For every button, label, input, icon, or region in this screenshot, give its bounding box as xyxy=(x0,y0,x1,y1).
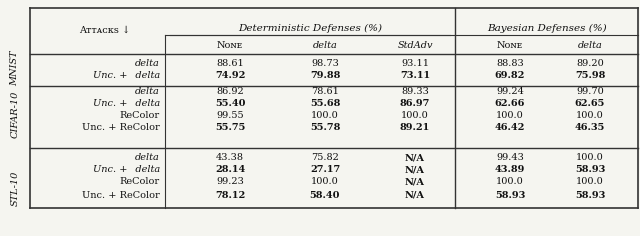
Text: Deterministic Defenses (%): Deterministic Defenses (%) xyxy=(238,23,382,33)
Text: Unc. + ReColor: Unc. + ReColor xyxy=(83,123,160,132)
Text: Unc. +  delta: Unc. + delta xyxy=(93,165,160,174)
Text: 88.61: 88.61 xyxy=(216,59,244,67)
Text: 89.20: 89.20 xyxy=(576,59,604,67)
Text: 28.14: 28.14 xyxy=(215,165,245,174)
Text: delta: delta xyxy=(577,42,602,51)
Text: 46.35: 46.35 xyxy=(575,123,605,132)
Text: 86.92: 86.92 xyxy=(216,88,244,97)
Text: N/A: N/A xyxy=(405,165,425,174)
Text: 100.0: 100.0 xyxy=(576,111,604,121)
Text: 58.93: 58.93 xyxy=(575,190,605,199)
Text: MNIST: MNIST xyxy=(10,50,19,86)
Text: 58.93: 58.93 xyxy=(495,190,525,199)
Text: 100.0: 100.0 xyxy=(576,177,604,186)
Text: 100.0: 100.0 xyxy=(311,177,339,186)
Text: Unc. + ReColor: Unc. + ReColor xyxy=(83,190,160,199)
Text: 100.0: 100.0 xyxy=(496,177,524,186)
Text: 43.38: 43.38 xyxy=(216,153,244,163)
Text: Aᴛᴛᴀᴄᴋs ↓: Aᴛᴛᴀᴄᴋs ↓ xyxy=(79,25,131,34)
Text: Unc. +  delta: Unc. + delta xyxy=(93,100,160,109)
Text: STL-10: STL-10 xyxy=(10,170,19,206)
Text: 55.78: 55.78 xyxy=(310,123,340,132)
Text: 58.40: 58.40 xyxy=(310,190,340,199)
Text: N/A: N/A xyxy=(405,190,425,199)
Text: delta: delta xyxy=(312,42,337,51)
Text: 88.83: 88.83 xyxy=(496,59,524,67)
Text: 55.68: 55.68 xyxy=(310,100,340,109)
Text: Bayesian Defenses (%): Bayesian Defenses (%) xyxy=(486,23,606,33)
Text: 99.70: 99.70 xyxy=(576,88,604,97)
Text: 99.23: 99.23 xyxy=(216,177,244,186)
Text: 69.82: 69.82 xyxy=(495,72,525,80)
Text: 100.0: 100.0 xyxy=(576,153,604,163)
Text: 75.98: 75.98 xyxy=(575,72,605,80)
Text: 86.97: 86.97 xyxy=(400,100,430,109)
Text: 55.75: 55.75 xyxy=(215,123,245,132)
Text: delta: delta xyxy=(135,153,160,163)
Text: delta: delta xyxy=(135,59,160,67)
Text: N/A: N/A xyxy=(405,153,425,163)
Text: 62.66: 62.66 xyxy=(495,100,525,109)
Text: 46.42: 46.42 xyxy=(495,123,525,132)
Text: 99.55: 99.55 xyxy=(216,111,244,121)
Text: Unc. +  delta: Unc. + delta xyxy=(93,72,160,80)
Text: 27.17: 27.17 xyxy=(310,165,340,174)
Text: 99.24: 99.24 xyxy=(496,88,524,97)
Text: 58.93: 58.93 xyxy=(575,165,605,174)
Text: 89.21: 89.21 xyxy=(400,123,430,132)
Text: 100.0: 100.0 xyxy=(496,111,524,121)
Text: 55.40: 55.40 xyxy=(215,100,245,109)
Text: ReColor: ReColor xyxy=(120,177,160,186)
Text: delta: delta xyxy=(135,88,160,97)
Text: 79.88: 79.88 xyxy=(310,72,340,80)
Text: 74.92: 74.92 xyxy=(215,72,245,80)
Text: 73.11: 73.11 xyxy=(400,72,430,80)
Text: 93.11: 93.11 xyxy=(401,59,429,67)
Text: 99.43: 99.43 xyxy=(496,153,524,163)
Text: 75.82: 75.82 xyxy=(311,153,339,163)
Text: 98.73: 98.73 xyxy=(311,59,339,67)
Text: 62.65: 62.65 xyxy=(575,100,605,109)
Text: 78.12: 78.12 xyxy=(215,190,245,199)
Text: Nᴏɴᴇ: Nᴏɴᴇ xyxy=(497,42,523,51)
Text: 78.61: 78.61 xyxy=(311,88,339,97)
Text: StdAdv: StdAdv xyxy=(397,42,433,51)
Text: 43.89: 43.89 xyxy=(495,165,525,174)
Text: 100.0: 100.0 xyxy=(311,111,339,121)
Text: Nᴏɴᴇ: Nᴏɴᴇ xyxy=(217,42,243,51)
Text: N/A: N/A xyxy=(405,177,425,186)
Text: CIFAR-10: CIFAR-10 xyxy=(10,90,19,138)
Text: 100.0: 100.0 xyxy=(401,111,429,121)
Text: ReColor: ReColor xyxy=(120,111,160,121)
Text: 89.33: 89.33 xyxy=(401,88,429,97)
